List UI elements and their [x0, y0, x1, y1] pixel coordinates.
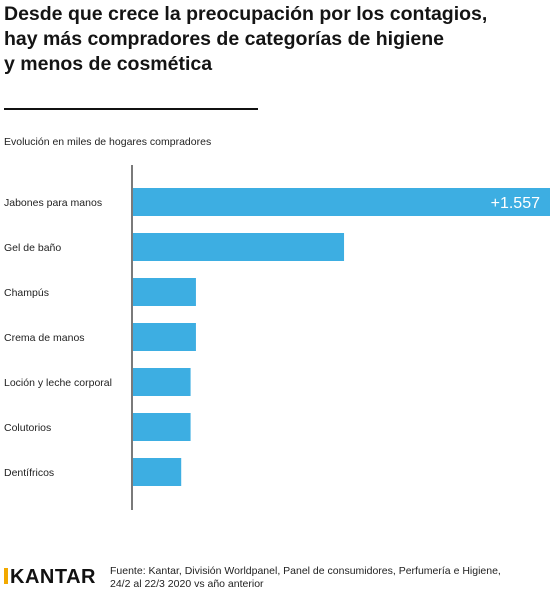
- category-label: Champús: [4, 287, 49, 299]
- bar: [133, 233, 345, 261]
- title-divider: [4, 108, 258, 110]
- logo-accent-bar: [4, 568, 8, 584]
- category-label: Dentífricos: [4, 467, 54, 479]
- category-label: Jabones para manos: [4, 197, 102, 209]
- title-line-1: Desde que crece la preocupación por los …: [4, 3, 488, 25]
- bar: [133, 368, 191, 396]
- source-line-1: Fuente: Kantar, División Worldpanel, Pan…: [110, 565, 501, 577]
- kantar-logo: KANTAR: [4, 566, 96, 588]
- chart-subtitle: Evolución en miles de hogares compradore…: [4, 136, 212, 148]
- bar: [133, 323, 196, 351]
- bar: [133, 188, 550, 216]
- bar: [133, 413, 191, 441]
- category-label: Colutorios: [4, 422, 51, 434]
- category-label: Crema de manos: [4, 332, 85, 344]
- data-label: +1.557: [491, 195, 540, 212]
- source-line-2: 24/2 al 22/3 2020 vs año anterior: [110, 578, 264, 590]
- category-label: Gel de baño: [4, 242, 61, 254]
- category-label: Loción y leche corporal: [4, 377, 112, 389]
- source-note: Fuente: Kantar, División Worldpanel, Pan…: [110, 565, 545, 591]
- bar: [133, 458, 182, 486]
- title-line-3: y menos de cosmética: [4, 53, 213, 75]
- chart-title: Desde que crece la preocupación por los …: [4, 2, 544, 77]
- logo-text: KANTAR: [10, 566, 96, 588]
- bar-chart: Jabones para manos +1.557 Gel de baño Champ…: [4, 165, 550, 510]
- title-line-2: hay más compradores de categorías de hig…: [4, 28, 444, 50]
- bar: [133, 278, 196, 306]
